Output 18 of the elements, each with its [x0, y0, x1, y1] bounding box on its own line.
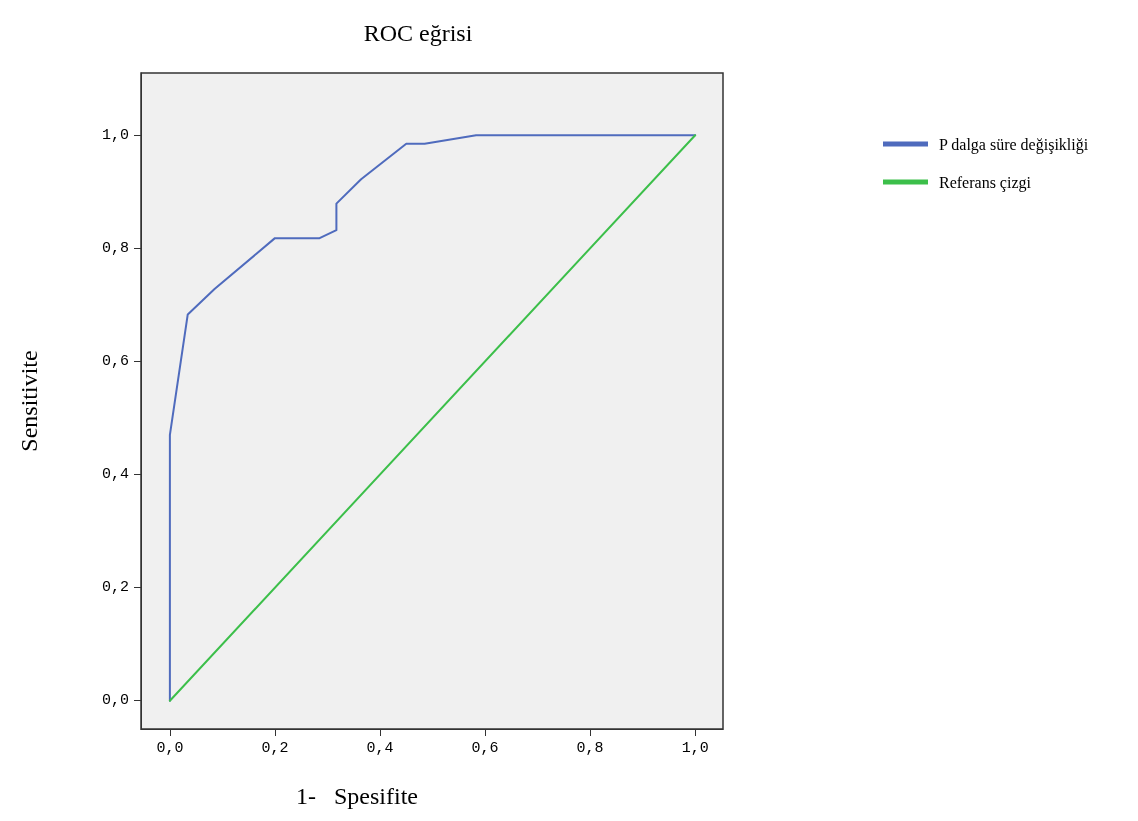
legend-label: P dalga süre değişikliği: [939, 135, 1089, 154]
x-tick-label: 1,0: [681, 740, 709, 757]
y-tick-label: 0,4: [101, 466, 129, 484]
legend-label: Referans çizgi: [939, 173, 1032, 192]
x-tick-label: 0,2: [261, 740, 289, 757]
x-tick-label: 0,0: [156, 740, 184, 757]
y-tick-label: 1,0: [101, 126, 129, 144]
x-tick-label: 0,8: [576, 740, 604, 757]
x-tick-label: 0,6: [471, 740, 499, 757]
y-tick-label: 0,8: [101, 239, 129, 257]
y-tick-label: 0,2: [101, 579, 129, 597]
chart-title: ROC eğrisi: [363, 20, 473, 46]
y-axis-title: Sensitivite: [16, 350, 42, 452]
x-tick-label: 0,4: [366, 740, 394, 757]
line-series: [168, 134, 697, 702]
y-tick-label: 0,6: [101, 352, 129, 370]
y-tick-label: 0,0: [101, 692, 129, 710]
x-axis-title: 1- Spesifite: [296, 783, 418, 809]
